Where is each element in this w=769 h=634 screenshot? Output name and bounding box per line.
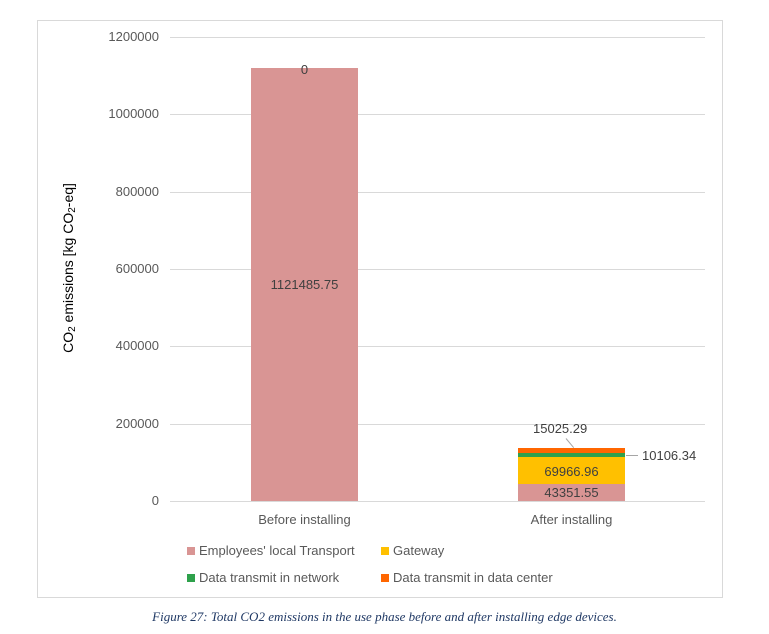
- legend-label: Data transmit in network: [199, 570, 340, 585]
- data-label-after-datacenter: 15025.29: [533, 421, 588, 436]
- legend-label: Employees' local Transport: [199, 543, 355, 558]
- gridline-1200000: [170, 37, 705, 38]
- legend-label: Gateway: [393, 543, 445, 558]
- data-label-after-network: 10106.34: [642, 448, 697, 463]
- bar-before-transport: [251, 68, 358, 501]
- legend-item-datacenter: Data transmit in data center: [381, 570, 553, 585]
- legend-swatch-transport: [187, 546, 195, 555]
- legend-item-transport: Employees' local Transport: [187, 543, 355, 558]
- data-label-after-gateway: 69966.96: [544, 464, 599, 479]
- legend-label: Data transmit in data center: [393, 570, 553, 585]
- legend-swatch-network: [187, 573, 195, 582]
- figure-caption: Figure 27: Total CO2 emissions in the us…: [152, 609, 617, 624]
- y-axis-label: CO2 emissions [kg CO2-eq]: [60, 183, 78, 353]
- legend-swatch-datacenter: [381, 573, 389, 582]
- y-tick: 200000: [115, 416, 159, 431]
- y-tick: 400000: [115, 338, 159, 353]
- legend-swatch-gateway: [381, 546, 389, 555]
- data-label-after-transport: 43351.55: [544, 485, 599, 500]
- y-tick: 1000000: [108, 106, 159, 121]
- gridline-400000: [170, 346, 705, 347]
- y-tick: 0: [151, 493, 159, 508]
- bar-after-datacenter: [518, 448, 625, 453]
- bar-after-gateway: [518, 457, 625, 484]
- bar-after-transport: [518, 484, 625, 501]
- gridline-600000: [170, 269, 705, 270]
- data-label-before-transport: 1121485.75: [270, 277, 339, 292]
- legend-item-gateway: Gateway: [381, 543, 444, 558]
- y-tick: 1200000: [108, 29, 159, 44]
- x-category-before: Before installing: [258, 512, 351, 527]
- legend-item-network: Data transmit in network: [187, 570, 339, 585]
- leader-line-network: [626, 455, 638, 456]
- gridline-200000: [170, 424, 705, 425]
- x-category-after: After installing: [530, 512, 613, 527]
- y-tick: 600000: [115, 261, 159, 276]
- bar-after-network: [518, 453, 625, 457]
- y-tick: 800000: [115, 184, 159, 199]
- gridline-0: [170, 501, 705, 502]
- gridline-800000: [170, 192, 705, 193]
- gridline-1000000: [170, 114, 705, 115]
- data-label-before-top: 0: [300, 62, 309, 77]
